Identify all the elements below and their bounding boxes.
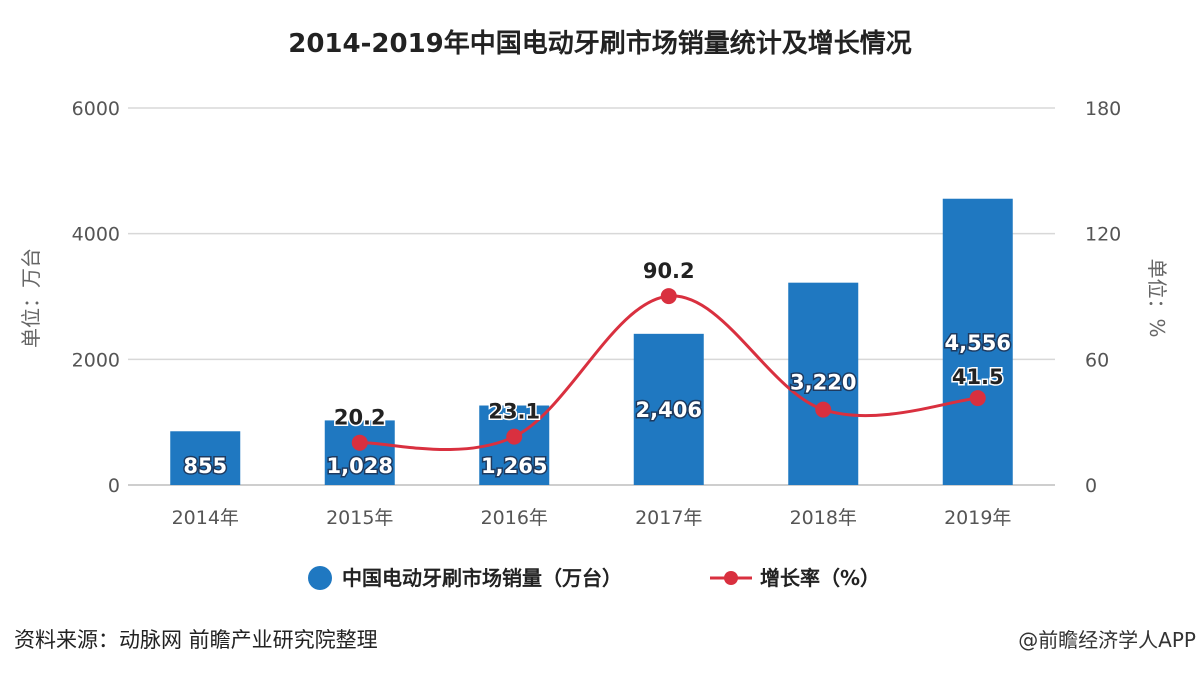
growth-rate-point [660,288,677,305]
x-tick-label: 2017年 [635,507,702,529]
left-tick-label: 2000 [72,349,120,371]
rate-value-label: 90.2 [643,259,695,283]
legend-bar-label: 中国电动牙刷市场销量（万台） [342,566,622,590]
bar-2019年 [942,198,1013,486]
bar-2014年 [170,431,241,485]
grid-lines [128,107,1055,486]
growth-rate-point [815,401,832,418]
growth-rate-point [351,434,368,451]
bar-value-label: 1,028 [327,454,393,478]
growth-rate-point [969,390,986,407]
x-tick-label: 2014年 [172,507,239,529]
bar-value-label: 855 [183,454,227,478]
x-tick-label: 2019年 [944,507,1011,529]
bar-value-label: 4,556 [945,331,1011,355]
legend-bar-marker [308,566,332,590]
left-tick-label: 4000 [72,224,120,246]
legend: 中国电动牙刷市场销量（万台） 增长率（%） [308,566,880,590]
bar-2015年 [324,420,395,485]
bar-2017年 [633,333,704,485]
chart-title: 2014-2019年中国电动牙刷市场销量统计及增长情况 [288,28,912,59]
x-axis-ticks: 2014年 2015年 2016年 2017年 2018年 2019年 [172,507,1012,529]
rate-value-label: 23.1 [488,400,540,424]
bar-2018年 [788,282,859,485]
brand-credit: @前瞻经济学人APP [1018,628,1196,652]
right-tick-label: 180 [1085,98,1121,120]
legend-line-marker [724,571,738,585]
left-tick-label: 0 [108,475,120,497]
source-note: 资料来源：动脉网 前瞻产业研究院整理 [14,628,378,652]
right-tick-label: 0 [1085,475,1097,497]
right-tick-label: 60 [1085,349,1109,371]
rate-data-labels: 20.2 23.1 90.2 41.5 [332,258,1005,432]
right-tick-label: 120 [1085,224,1121,246]
left-axis-ticks: 0 2000 4000 6000 [72,98,120,497]
legend-line-label: 增长率（%） [760,566,880,590]
bar-series [170,198,1013,486]
x-tick-label: 2016年 [481,507,548,529]
right-axis-ticks: 0 60 120 180 [1085,98,1121,497]
bar-value-label: 1,265 [481,454,547,478]
bar-value-label: 2,406 [636,398,702,422]
x-tick-label: 2018年 [790,507,857,529]
x-tick-label: 2015年 [326,507,393,529]
right-axis-label: 单位：% [1145,258,1169,337]
bar-value-label: 3,220 [790,371,856,395]
rate-value-label: 20.2 [334,406,386,430]
line-series [351,288,986,452]
growth-rate-point [506,428,523,445]
left-tick-label: 6000 [72,98,120,120]
bar-data-labels: 855 1,028 1,265 2,406 3,220 4,556 [182,330,1013,480]
left-axis-label: 单位：万台 [19,248,43,348]
rate-value-label: 41.5 [952,365,1004,389]
